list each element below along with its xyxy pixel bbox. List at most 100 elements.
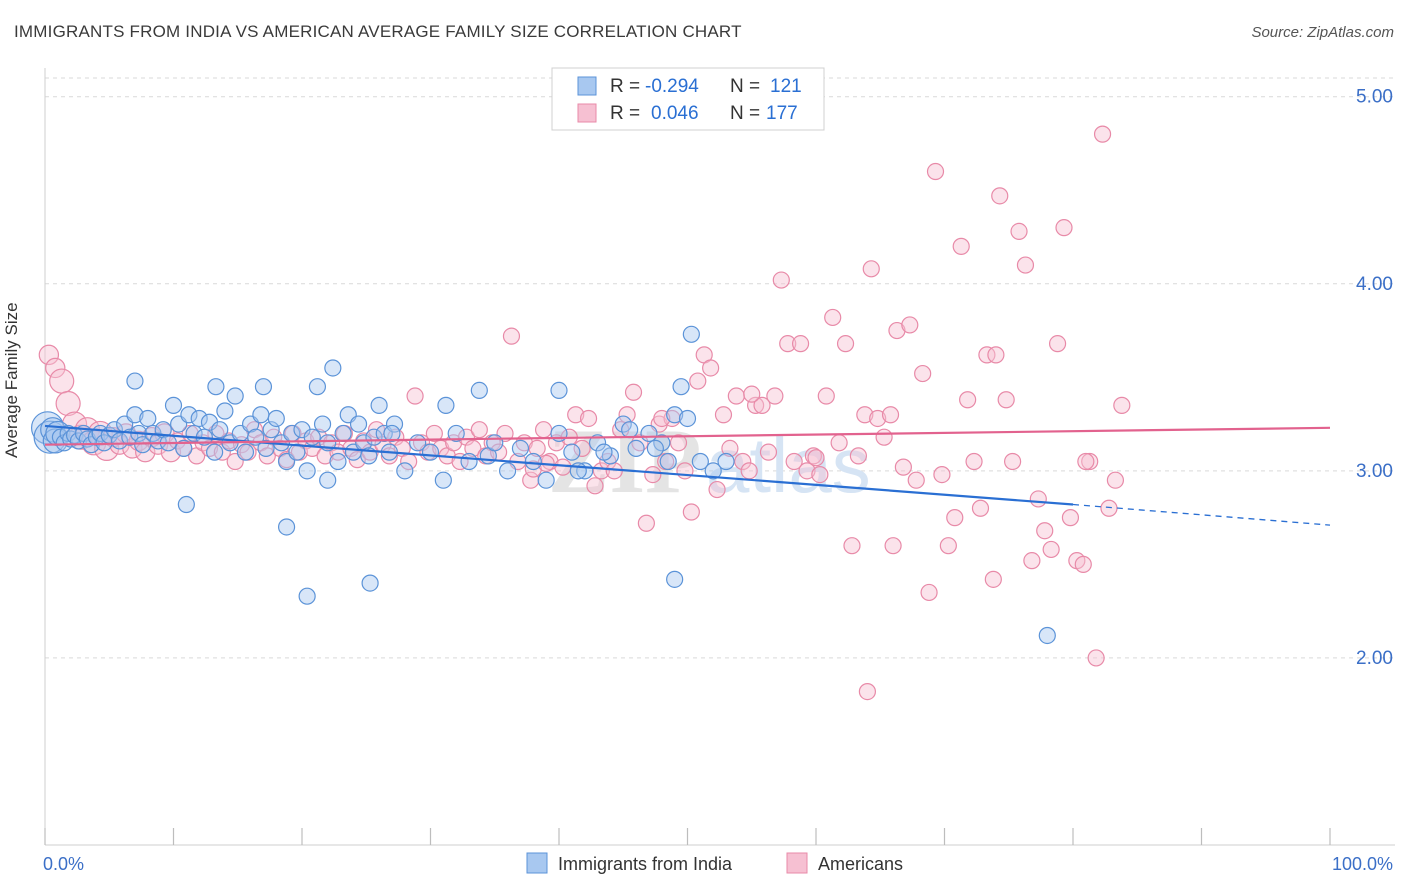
americans-point-103 bbox=[702, 359, 720, 377]
india-point-50 bbox=[267, 409, 285, 428]
americans-point-158 bbox=[1055, 219, 1073, 237]
x-tick-label-1: 100.0% bbox=[1332, 854, 1393, 874]
legend-n-label-americans: N = bbox=[730, 103, 760, 124]
india-point-99 bbox=[537, 471, 555, 489]
india-point-75 bbox=[207, 378, 225, 396]
india-point-107 bbox=[691, 452, 709, 471]
india-point-30 bbox=[164, 396, 183, 414]
india-point-56 bbox=[298, 462, 316, 480]
india-point-100 bbox=[550, 381, 568, 400]
india-point-35 bbox=[190, 409, 208, 428]
series-legend: Immigrants from India Americans bbox=[526, 852, 903, 874]
legend-n-value-americans: 177 bbox=[766, 103, 798, 124]
india-point-112 bbox=[298, 587, 316, 605]
americans-point-121 bbox=[817, 387, 835, 405]
americans-point-154 bbox=[1029, 490, 1047, 508]
americans-point-66 bbox=[464, 439, 482, 458]
americans-point-145 bbox=[971, 499, 990, 517]
americans-point-77 bbox=[534, 421, 553, 439]
legend-r-label-americans: R = bbox=[610, 103, 640, 124]
india-point-105 bbox=[659, 452, 677, 471]
india-point-38 bbox=[206, 443, 224, 461]
trend-lines bbox=[44, 424, 1331, 526]
americans-point-2 bbox=[49, 368, 75, 394]
y-tick-label-0: 2.00 bbox=[1356, 648, 1393, 669]
india-point-86 bbox=[563, 443, 581, 461]
americans-point-94 bbox=[644, 465, 662, 484]
americans-point-3 bbox=[55, 390, 81, 417]
americans-point-108 bbox=[734, 452, 752, 471]
americans-point-85 bbox=[586, 477, 604, 495]
legend-swatch-americans bbox=[577, 103, 597, 123]
americans-point-124 bbox=[836, 335, 855, 353]
americans-trend-line bbox=[44, 426, 1331, 446]
india-point-66 bbox=[349, 415, 368, 433]
americans-point-171 bbox=[807, 449, 825, 467]
india-point-77 bbox=[437, 396, 455, 414]
americans-point-109 bbox=[740, 462, 758, 480]
americans-point-93 bbox=[637, 514, 655, 532]
americans-point-153 bbox=[1023, 552, 1041, 570]
series-india bbox=[30, 325, 1056, 645]
y-tick-label-2: 4.00 bbox=[1356, 274, 1393, 295]
americans-point-152 bbox=[1016, 256, 1035, 274]
americans-point-139 bbox=[933, 465, 951, 484]
legend-r-value-india: -0.294 bbox=[645, 76, 699, 97]
bottom-legend-label-americans: Americans bbox=[818, 854, 903, 874]
americans-point-151 bbox=[1010, 222, 1028, 240]
americans-point-164 bbox=[1093, 125, 1112, 143]
americans-point-122 bbox=[824, 308, 842, 327]
americans-point-98 bbox=[669, 434, 688, 452]
india-trend-line bbox=[44, 424, 1074, 506]
bottom-legend-label-india: Immigrants from India bbox=[558, 854, 733, 874]
americans-point-138 bbox=[926, 162, 945, 181]
india-point-58 bbox=[308, 378, 327, 396]
axes bbox=[44, 68, 1395, 846]
india-point-104 bbox=[646, 439, 664, 458]
americans-point-161 bbox=[1074, 555, 1092, 573]
americans-point-106 bbox=[721, 439, 739, 458]
americans-point-149 bbox=[997, 391, 1015, 409]
americans-point-130 bbox=[875, 428, 893, 446]
americans-point-129 bbox=[869, 409, 887, 428]
americans-point-107 bbox=[727, 387, 745, 405]
india-point-40 bbox=[216, 402, 234, 420]
india-point-113 bbox=[361, 574, 379, 592]
india-point-44 bbox=[236, 443, 255, 461]
americans-point-83 bbox=[573, 439, 591, 458]
india-point-22 bbox=[126, 406, 144, 424]
americans-point-167 bbox=[1113, 396, 1131, 414]
americans-point-123 bbox=[830, 434, 848, 452]
americans-point-104 bbox=[708, 480, 726, 499]
india-trend-extension bbox=[1072, 503, 1331, 526]
chart-source: Source: ZipAtlas.com bbox=[1251, 24, 1394, 41]
americans-point-118 bbox=[798, 462, 816, 480]
tick-labels: 2.00 3.00 4.00 5.00 0.0% 100.0% bbox=[43, 87, 1393, 874]
americans-point-82 bbox=[567, 406, 585, 424]
americans-point-163 bbox=[1087, 649, 1105, 667]
americans-point-115 bbox=[779, 335, 797, 353]
india-point-106 bbox=[672, 378, 690, 396]
americans-point-112 bbox=[759, 443, 778, 461]
americans-point-144 bbox=[965, 452, 983, 471]
legend-n-value-india: 121 bbox=[770, 76, 802, 97]
americans-point-166 bbox=[1106, 471, 1125, 489]
india-point-47 bbox=[252, 406, 270, 424]
india-point-74 bbox=[126, 372, 144, 390]
india-point-63 bbox=[334, 424, 352, 443]
americans-point-1 bbox=[45, 357, 66, 379]
americans-point-137 bbox=[920, 583, 938, 602]
india-point-57 bbox=[303, 428, 321, 446]
americans-point-125 bbox=[843, 537, 861, 555]
americans-point-159 bbox=[1061, 509, 1080, 527]
india-point-119 bbox=[460, 452, 478, 471]
y-tick-label-1: 3.00 bbox=[1356, 461, 1393, 482]
americans-point-162 bbox=[1081, 452, 1099, 471]
india-point-42 bbox=[226, 387, 244, 405]
india-point-62 bbox=[329, 452, 347, 471]
india-point-81 bbox=[486, 434, 504, 452]
india-point-78 bbox=[470, 381, 488, 400]
americans-point-174 bbox=[858, 682, 877, 701]
legend-box bbox=[551, 67, 825, 131]
